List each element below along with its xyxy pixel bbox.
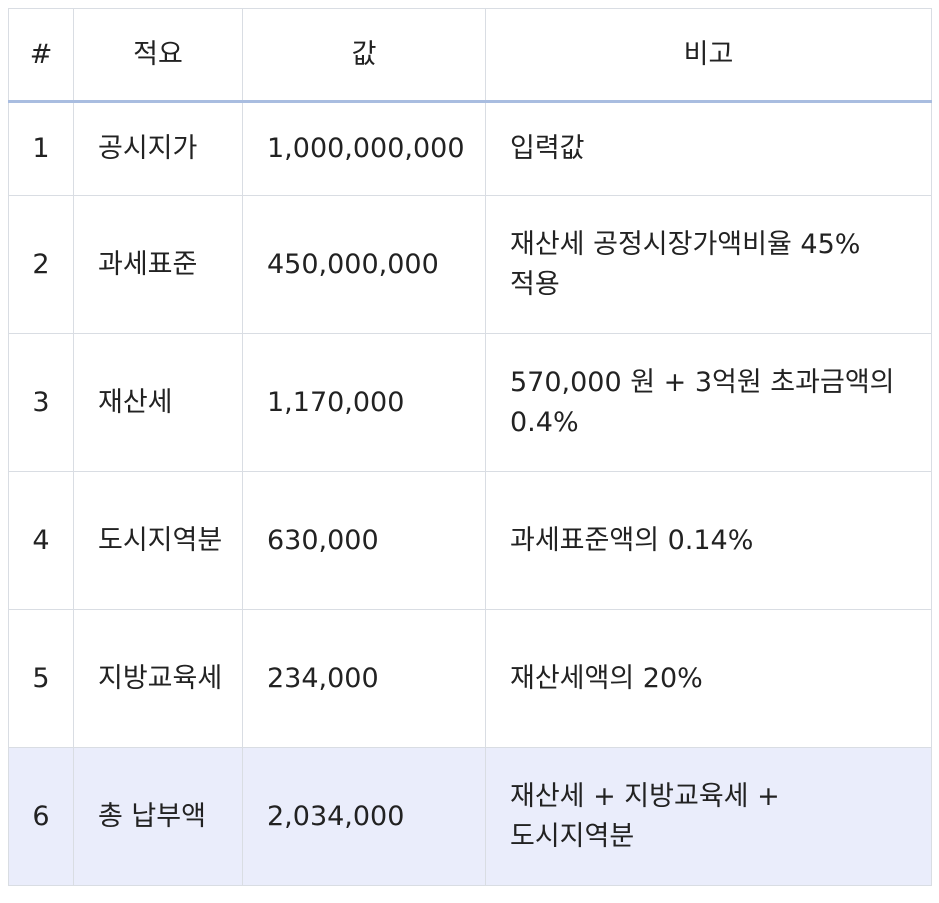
table-row: 4 도시지역분 630,000 과세표준액의 0.14% xyxy=(8,471,932,610)
row-description: 지방교육세 xyxy=(73,609,243,748)
row-value: 1,000,000,000 xyxy=(242,101,486,196)
row-description: 총 납부액 xyxy=(73,747,243,886)
table-row: 5 지방교육세 234,000 재산세액의 20% xyxy=(8,609,932,748)
row-remarks: 입력값 xyxy=(485,101,932,196)
row-value: 2,034,000 xyxy=(242,747,486,886)
row-description: 과세표준 xyxy=(73,195,243,334)
row-description: 공시지가 xyxy=(73,101,243,196)
row-description: 도시지역분 xyxy=(73,471,243,610)
table-header-row: # 적요 값 비고 xyxy=(8,8,932,103)
tax-calculation-table-container: # 적요 값 비고 1 공시지가 1,000,000,000 입력값 2 과세표… xyxy=(8,8,932,886)
table-row: 2 과세표준 450,000,000 재산세 공정시장가액비율 45% 적용 xyxy=(8,195,932,334)
row-number: 2 xyxy=(8,195,74,334)
row-remarks: 재산세액의 20% xyxy=(485,609,932,748)
row-value: 630,000 xyxy=(242,471,486,610)
row-number: 1 xyxy=(8,101,74,196)
table-row-total: 6 총 납부액 2,034,000 재산세 + 지방교육세 + 도시지역분 xyxy=(8,747,932,886)
row-number: 6 xyxy=(8,747,74,886)
table-row: 1 공시지가 1,000,000,000 입력값 xyxy=(8,101,932,196)
row-number: 3 xyxy=(8,333,74,472)
row-value: 234,000 xyxy=(242,609,486,748)
header-description: 적요 xyxy=(73,8,243,103)
row-description: 재산세 xyxy=(73,333,243,472)
row-number: 4 xyxy=(8,471,74,610)
row-value: 1,170,000 xyxy=(242,333,486,472)
row-remarks: 과세표준액의 0.14% xyxy=(485,471,932,610)
header-number: # xyxy=(8,8,74,103)
row-remarks: 재산세 공정시장가액비율 45% 적용 xyxy=(485,195,932,334)
row-remarks: 570,000 원 + 3억원 초과금액의 0.4% xyxy=(485,333,932,472)
header-value: 값 xyxy=(242,8,486,103)
row-number: 5 xyxy=(8,609,74,748)
tax-calculation-table: # 적요 값 비고 1 공시지가 1,000,000,000 입력값 2 과세표… xyxy=(8,8,932,886)
table-row: 3 재산세 1,170,000 570,000 원 + 3억원 초과금액의 0.… xyxy=(8,333,932,472)
row-remarks: 재산세 + 지방교육세 + 도시지역분 xyxy=(485,747,932,886)
row-value: 450,000,000 xyxy=(242,195,486,334)
header-remarks: 비고 xyxy=(485,8,932,103)
